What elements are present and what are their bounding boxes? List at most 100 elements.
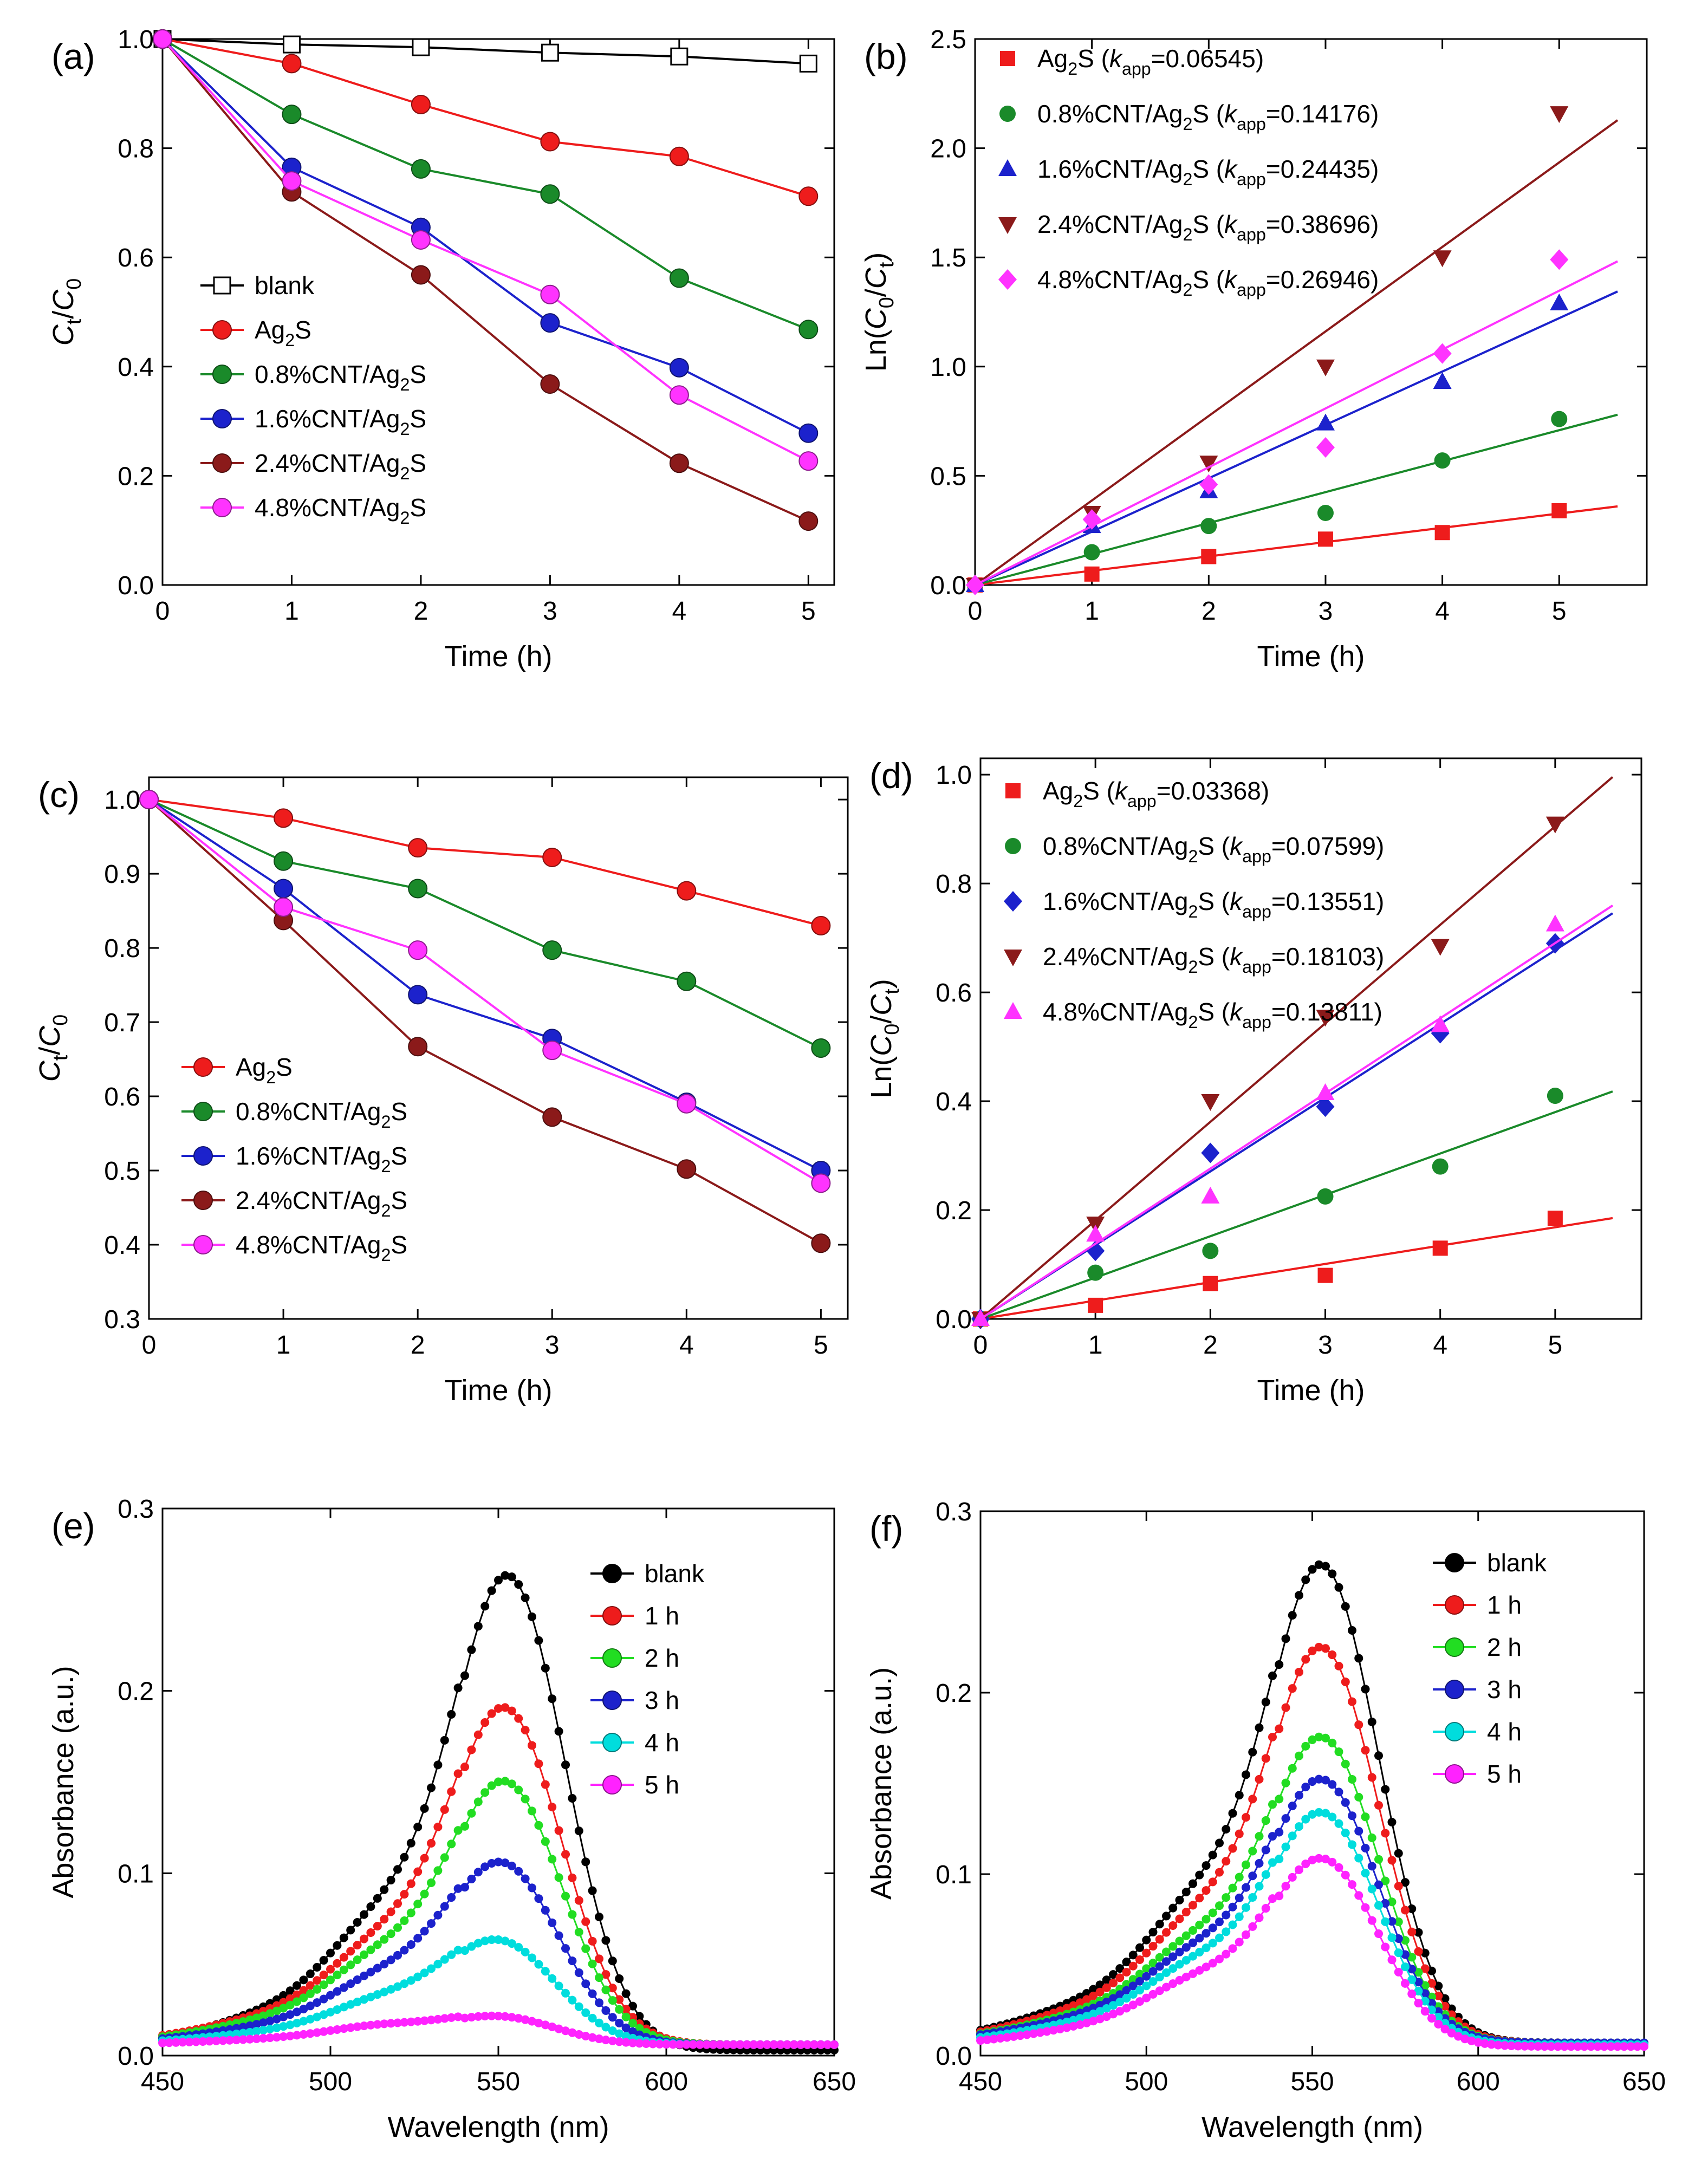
data-point	[1374, 1929, 1383, 1939]
legend-label: 3 h	[1487, 1675, 1522, 1704]
data-point	[1301, 1575, 1310, 1584]
data-point	[1374, 1855, 1383, 1864]
series-1.6%CNT/Ag2S: 1.6%CNT/Ag2S	[153, 29, 819, 443]
data-point	[1203, 1276, 1218, 1291]
data-point	[386, 1955, 395, 1965]
y-tick-label: 2.5	[930, 25, 966, 54]
data-point	[1082, 2018, 1091, 2027]
x-tick-label: 650	[813, 2068, 856, 2096]
data-point	[1115, 2007, 1125, 2016]
legend-marker	[213, 276, 231, 295]
data-point	[460, 1883, 469, 1892]
data-point	[1109, 2001, 1118, 2010]
data-point	[1367, 1884, 1376, 1894]
data-point	[1135, 1955, 1144, 1964]
data-point	[473, 1939, 483, 1948]
data-point	[542, 1041, 562, 1061]
x-tick-label: 3	[543, 597, 557, 626]
data-point	[1401, 1979, 1410, 1988]
data-point	[1115, 1998, 1125, 2007]
data-point	[1354, 1891, 1363, 1900]
data-point	[1248, 1795, 1257, 1804]
legend-label: 4.8%CNT/Ag2S (kapp=0.26946)	[1037, 265, 1379, 300]
data-point	[1334, 1787, 1343, 1797]
data-point	[1056, 2024, 1064, 2033]
data-point	[615, 2018, 624, 2027]
data-point	[521, 2015, 530, 2024]
data-point	[608, 2013, 617, 2022]
data-point	[259, 2026, 268, 2035]
data-point	[1427, 1979, 1436, 1988]
data-point	[274, 879, 294, 899]
legend-label: 0.8%CNT/Ag2S (kapp=0.07599)	[1043, 832, 1384, 866]
legend-marker	[212, 453, 232, 473]
data-point	[339, 2024, 348, 2033]
y-tick-label: 1.5	[930, 244, 966, 272]
data-point	[1115, 1973, 1125, 1982]
data-point	[1467, 2036, 1476, 2045]
data-point	[413, 1934, 423, 1943]
data-point	[1168, 1903, 1178, 1913]
data-point	[669, 453, 689, 473]
data-point	[319, 1980, 328, 1990]
data-point	[1427, 1999, 1436, 2008]
data-point	[386, 1985, 395, 1994]
data-point	[1235, 1938, 1244, 1947]
y-tick-label: 0.8	[936, 870, 972, 899]
data-point	[615, 2029, 624, 2038]
legend-marker	[602, 1564, 622, 1583]
data-point	[1433, 250, 1452, 268]
y-tick-label: 1.0	[118, 25, 154, 54]
data-point	[1195, 1894, 1204, 1903]
data-point	[487, 1935, 496, 1944]
x-tick-label: 1	[284, 597, 299, 626]
legend-marker	[1445, 1722, 1464, 1741]
data-point	[411, 265, 431, 285]
data-point	[1148, 1977, 1158, 1986]
data-point	[285, 1994, 295, 2003]
data-point	[1115, 1990, 1125, 1999]
data-point	[480, 1718, 490, 1727]
legend-label: 1.6%CNT/Ag2S (kapp=0.24435)	[1037, 155, 1379, 189]
data-point	[521, 1947, 530, 1956]
data-point	[1162, 1912, 1171, 1921]
series-line	[148, 798, 822, 1049]
data-point	[285, 2000, 295, 2010]
data-point	[326, 2026, 335, 2035]
data-point	[595, 1913, 603, 1922]
data-point	[353, 1941, 362, 1950]
data-point	[406, 1838, 415, 1848]
data-point	[1341, 1870, 1350, 1880]
data-point	[1208, 1923, 1217, 1933]
data-point	[274, 851, 294, 871]
data-point	[1095, 2007, 1105, 2016]
data-point	[1314, 1642, 1323, 1652]
data-point	[1387, 1955, 1397, 1965]
plot-frame	[979, 757, 1642, 1320]
data-point	[433, 1910, 443, 1920]
data-point	[400, 1890, 409, 1899]
y-tick-label: 0.0	[930, 571, 966, 600]
data-point	[1334, 1583, 1343, 1592]
x-axis-label: Wavelength (nm)	[387, 2111, 609, 2143]
data-point	[601, 2006, 611, 2015]
data-point	[1275, 1828, 1284, 1837]
series-line	[161, 38, 809, 462]
data-point	[400, 1979, 409, 1988]
data-point	[393, 1865, 402, 1874]
data-point	[1087, 1264, 1104, 1281]
data-point	[406, 1976, 415, 1985]
data-point	[514, 1942, 523, 1952]
data-point	[339, 2003, 348, 2012]
data-point	[1109, 1994, 1118, 2003]
data-point	[265, 2025, 275, 2034]
data-point	[574, 2030, 583, 2039]
data-point	[460, 2013, 469, 2023]
data-point	[319, 1971, 328, 1980]
data-point	[1414, 1999, 1423, 2008]
data-point	[702, 2040, 711, 2049]
data-point	[615, 2005, 624, 2014]
data-point	[360, 1934, 368, 1943]
data-point	[1181, 1956, 1191, 1965]
data-point	[615, 2037, 624, 2046]
